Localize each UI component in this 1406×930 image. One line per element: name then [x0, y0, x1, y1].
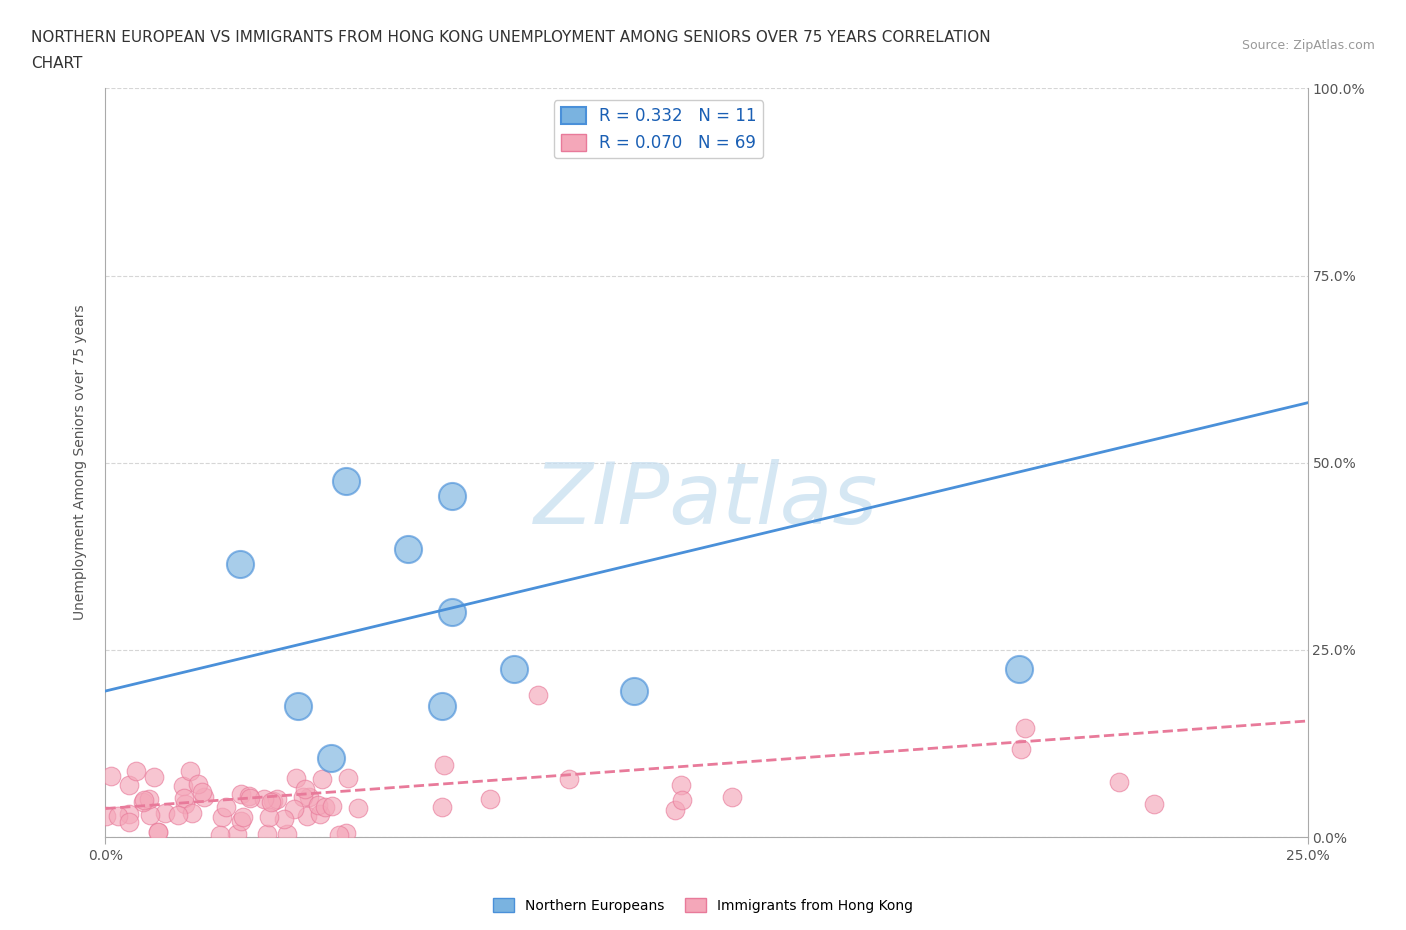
Point [335, 825, 357, 840]
Point [166, 807, 188, 822]
Point [138, 791, 160, 806]
Point [440, 489, 463, 504]
Point [118, 815, 141, 830]
Point [440, 605, 463, 620]
Point [257, 809, 280, 824]
Point [337, 770, 360, 785]
Point [273, 812, 295, 827]
Point [132, 792, 155, 807]
Legend: R = 0.332   N = 11, R = 0.070   N = 69: R = 0.332 N = 11, R = 0.070 N = 69 [554, 100, 763, 158]
Point [118, 806, 141, 821]
Point [266, 792, 288, 807]
Point [1010, 741, 1032, 756]
Point [193, 790, 215, 804]
Point [146, 824, 169, 839]
Point [285, 770, 308, 785]
Legend: Northern Europeans, Immigrants from Hong Kong: Northern Europeans, Immigrants from Hong… [488, 893, 918, 919]
Point [153, 805, 176, 820]
Point [433, 757, 456, 772]
Point [107, 808, 129, 823]
Point [173, 790, 195, 805]
Point [321, 798, 343, 813]
Point [311, 772, 333, 787]
Point [231, 813, 253, 828]
Point [503, 661, 526, 676]
Text: ZIPatlas: ZIPatlas [534, 458, 879, 541]
Point [346, 801, 368, 816]
Point [238, 789, 260, 804]
Point [295, 809, 318, 824]
Point [721, 790, 744, 804]
Point [211, 809, 233, 824]
Point [256, 827, 278, 842]
Point [1014, 721, 1036, 736]
Point [142, 770, 165, 785]
Point [172, 778, 194, 793]
Point [276, 827, 298, 842]
Point [294, 781, 316, 796]
Point [179, 764, 201, 778]
Point [558, 772, 581, 787]
Point [623, 684, 645, 698]
Point [190, 785, 212, 800]
Point [430, 800, 453, 815]
Point [262, 793, 284, 808]
Point [214, 800, 236, 815]
Point [100, 769, 122, 784]
Point [307, 798, 329, 813]
Point [260, 794, 283, 809]
Point [478, 791, 501, 806]
Point [335, 474, 357, 489]
Y-axis label: Unemployment Among Seniors over 75 years: Unemployment Among Seniors over 75 years [73, 305, 87, 620]
Point [139, 807, 162, 822]
Point [209, 828, 232, 843]
Point [298, 790, 321, 804]
Point [292, 790, 315, 804]
Point [174, 796, 197, 811]
Text: CHART: CHART [31, 56, 83, 71]
Point [232, 810, 254, 825]
Point [118, 777, 141, 792]
Point [309, 806, 332, 821]
Point [239, 790, 262, 805]
Point [132, 795, 155, 810]
Point [527, 687, 550, 702]
Point [1108, 774, 1130, 789]
Point [328, 827, 350, 842]
Point [180, 806, 202, 821]
Point [1142, 797, 1164, 812]
Point [287, 698, 309, 713]
Point [430, 698, 453, 713]
Text: NORTHERN EUROPEAN VS IMMIGRANTS FROM HONG KONG UNEMPLOYMENT AMONG SENIORS OVER 7: NORTHERN EUROPEAN VS IMMIGRANTS FROM HON… [31, 30, 991, 45]
Point [229, 556, 252, 571]
Point [226, 827, 249, 842]
Point [253, 791, 276, 806]
Point [96, 808, 118, 823]
Point [146, 825, 169, 840]
Point [187, 777, 209, 791]
Text: Source: ZipAtlas.com: Source: ZipAtlas.com [1241, 39, 1375, 52]
Point [664, 803, 686, 817]
Point [396, 541, 419, 556]
Point [283, 802, 305, 817]
Point [321, 751, 343, 765]
Point [314, 800, 336, 815]
Point [671, 792, 693, 807]
Point [229, 787, 252, 802]
Point [124, 764, 146, 778]
Point [671, 777, 693, 792]
Point [1008, 661, 1031, 676]
